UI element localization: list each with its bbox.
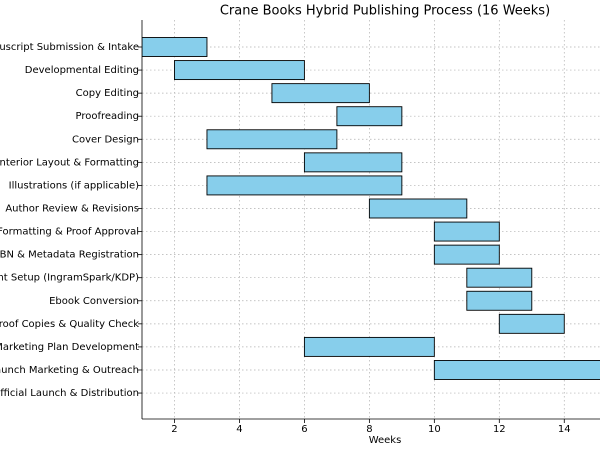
y-tick-label: Developmental Editing [25,65,139,76]
x-tick-label: 6 [301,424,307,435]
y-tick-label: Author Review & Revisions [5,203,139,214]
y-tick-label: Proofreading [76,111,140,122]
x-tick-label: 2 [171,424,177,435]
x-tick-label: 8 [366,424,372,435]
chart-title: Crane Books Hybrid Publishing Process (1… [220,4,550,19]
y-tick-label: Marketing Plan Development [0,342,139,353]
y-tick-label: SBN & Metadata Registration [0,250,139,261]
y-tick-label: Official Launch & Distribution [0,388,139,399]
gantt-bar [142,37,208,57]
x-axis-label: Weeks [369,435,402,446]
gantt-bar [303,152,403,173]
y-tick-label: l Formatting & Proof Approval [0,227,139,238]
y-tick-label: nuscript Submission & Intake [0,42,139,53]
gantt-bar [433,360,600,380]
x-tick-label: 14 [558,424,571,435]
gantt-bar [433,221,500,242]
gantt-bar [498,313,565,334]
y-tick-label: Ebook Conversion [49,296,139,307]
y-tick-label: Cover Design [72,134,139,145]
gantt-bar [206,175,403,196]
y-tick-label: rint Setup (IngramSpark/KDP) [0,273,139,284]
gantt-bar [303,336,435,357]
gantt-bar [466,267,533,288]
gantt-bar [466,290,533,311]
x-tick-label: 10 [428,424,441,435]
y-tick-label: Interior Layout & Formatting [0,157,139,168]
y-tick-label: Launch Marketing & Outreach [0,365,139,376]
gantt-bar [368,198,468,219]
y-tick-label: Illustrations (if applicable) [9,180,139,191]
gantt-bar [174,60,305,81]
y-tick-label: Copy Editing [76,88,139,99]
gantt-bar [433,244,500,265]
x-tick-label: 12 [493,424,506,435]
gantt-bar [206,129,338,150]
x-tick-label: 4 [236,424,242,435]
gantt-bar [271,83,370,104]
gantt-bar [336,106,403,127]
y-tick-label: Proof Copies & Quality Check [0,319,139,330]
